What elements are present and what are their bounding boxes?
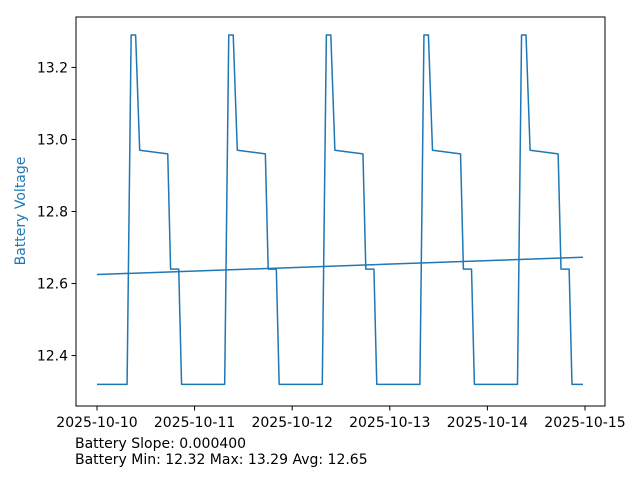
y-tick-label: 13.0 — [37, 132, 68, 148]
battery-voltage-line — [96, 34, 583, 386]
x-tick-label: 2025-10-11 — [154, 415, 235, 431]
axis-ticks: 2025-10-10 2025-10-11 2025-10-12 2025-10-13… — [37, 60, 626, 431]
x-tick-label: 2025-10-12 — [251, 415, 332, 431]
annotation-slope: Battery Slope: 0.000400 — [75, 436, 246, 452]
y-tick-label: 12.8 — [37, 205, 68, 221]
battery-trend-line — [96, 256, 583, 276]
x-tick-label: 2025-10-10 — [56, 415, 137, 431]
plot-area — [75, 16, 606, 407]
y-tick-label: 12.4 — [37, 349, 68, 365]
plot-border — [75, 16, 606, 407]
annotation-min-max-avg: Battery Min: 12.32 Max: 13.29 Avg: 12.65 — [75, 452, 368, 468]
y-tick-label: 13.2 — [37, 60, 68, 76]
x-tick-label: 2025-10-13 — [349, 415, 430, 431]
x-tick-label: 2025-10-15 — [544, 415, 625, 431]
y-tick-label: 12.6 — [37, 277, 68, 293]
y-axis-label: Battery Voltage — [13, 157, 29, 266]
series-lines — [96, 34, 583, 386]
x-tick-label: 2025-10-14 — [447, 415, 528, 431]
